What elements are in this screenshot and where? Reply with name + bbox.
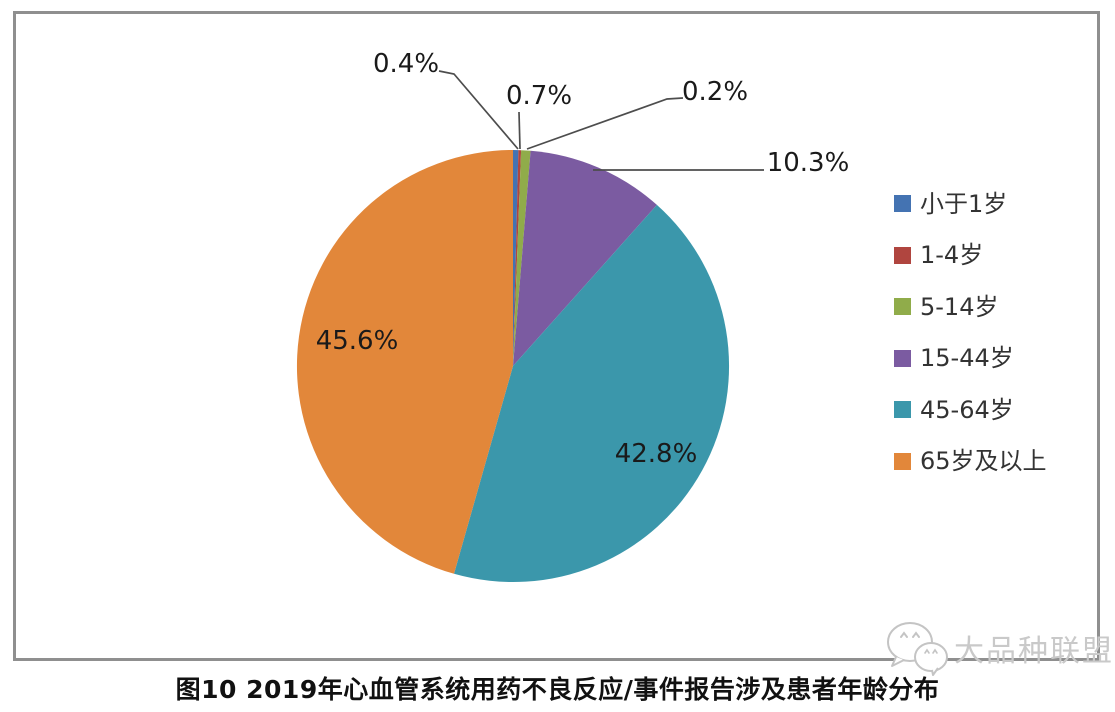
- wechat-logo-icon: [887, 622, 948, 676]
- data-label: 0.7%: [506, 81, 572, 111]
- watermark: 大品种联盟: [882, 620, 1114, 676]
- legend-label: 15-44岁: [920, 344, 1014, 373]
- pie-slice-15-44岁: [513, 150, 657, 366]
- legend-item: 45-64岁: [894, 384, 1047, 436]
- data-label: 10.3%: [767, 148, 850, 178]
- legend-swatch: [894, 246, 911, 264]
- pie-slice-5-14岁: [513, 150, 531, 366]
- leader-line: [438, 70, 519, 150]
- legend: 小于1岁 1-4岁 5-14岁 15-44岁 45-64岁 65岁及以上: [894, 178, 1047, 487]
- chart-caption: 图10 2019年心血管系统用药不良反应/事件报告涉及患者年龄分布: [175, 675, 940, 704]
- pie-slice-1-4岁: [513, 150, 522, 366]
- data-label: 0.2%: [682, 77, 748, 107]
- legend-swatch: [894, 401, 911, 419]
- legend-item: 小于1岁: [894, 178, 1047, 230]
- legend-swatch: [894, 349, 911, 367]
- data-label: 42.8%: [615, 439, 698, 469]
- legend-item: 15-44岁: [894, 333, 1047, 385]
- legend-swatch: [894, 452, 911, 470]
- data-label: 0.4%: [373, 49, 439, 79]
- legend-label: 1-4岁: [920, 241, 984, 270]
- legend-item: 65岁及以上: [894, 436, 1047, 488]
- pie-slice-小于1岁: [513, 150, 519, 366]
- leader-line: [518, 111, 521, 150]
- legend-swatch: [894, 195, 911, 213]
- watermark-text: 大品种联盟: [954, 634, 1114, 669]
- legend-swatch: [894, 298, 911, 316]
- leader-line: [526, 97, 684, 150]
- legend-item: 5-14岁: [894, 281, 1047, 333]
- legend-label: 5-14岁: [920, 292, 999, 321]
- legend-item: 1-4岁: [894, 230, 1047, 282]
- legend-label: 65岁及以上: [920, 447, 1047, 476]
- data-label: 45.6%: [316, 326, 399, 356]
- pie-slice-45-64岁: [454, 204, 730, 583]
- pie-slice-65岁及以上: [296, 149, 513, 574]
- legend-label: 小于1岁: [920, 189, 1008, 218]
- legend-label: 45-64岁: [920, 395, 1014, 424]
